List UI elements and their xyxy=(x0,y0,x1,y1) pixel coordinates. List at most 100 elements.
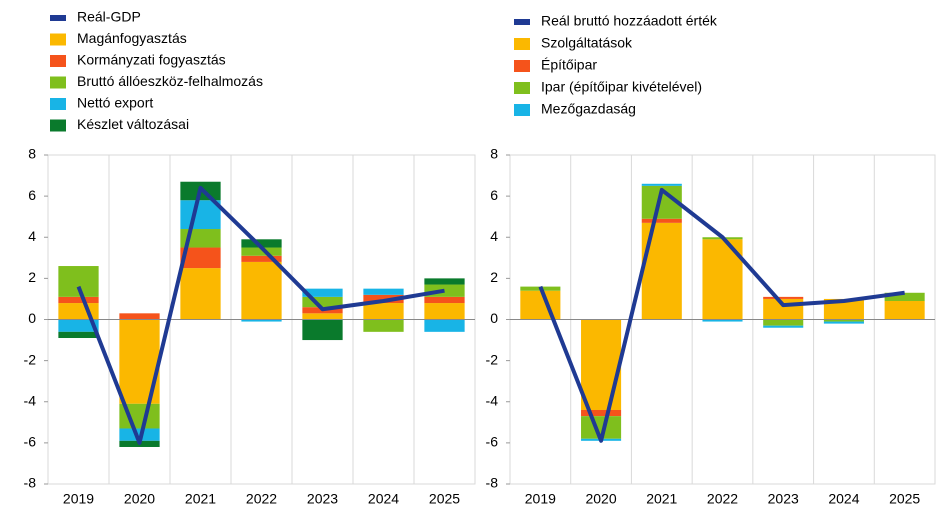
legend-marker xyxy=(50,55,66,67)
y-tick-label: 4 xyxy=(28,228,36,244)
legend-marker xyxy=(514,38,530,50)
bar-segment xyxy=(363,319,404,332)
bar-segment xyxy=(641,222,682,320)
bar-segment xyxy=(702,319,743,322)
legend-label: Magánfogyasztás xyxy=(77,30,187,46)
x-tick-label: 2025 xyxy=(889,491,920,507)
bar-segment xyxy=(581,319,622,410)
bar-segment xyxy=(302,313,343,320)
y-tick-label: -6 xyxy=(24,434,37,450)
legend-marker xyxy=(50,76,66,89)
bar-segment xyxy=(823,321,864,324)
y-tick-label: 0 xyxy=(490,310,498,326)
x-tick-label: 2021 xyxy=(185,491,216,507)
x-tick-label: 2023 xyxy=(307,491,338,507)
bar-segment xyxy=(363,294,404,304)
bar-segment xyxy=(363,303,404,320)
legend-marker xyxy=(50,33,66,46)
legend-marker xyxy=(514,104,530,116)
legend-label: Építőipar xyxy=(541,57,597,73)
bar-segment xyxy=(302,319,343,341)
bar-segment xyxy=(520,290,561,320)
bar-segment xyxy=(58,296,99,304)
bar-segment xyxy=(58,319,99,332)
bar-segment xyxy=(180,200,221,230)
y-tick-label: -2 xyxy=(24,351,37,367)
bar-segment xyxy=(363,288,404,295)
x-tick-label: 2019 xyxy=(525,491,556,507)
bar-segment xyxy=(424,278,465,285)
bar-segment xyxy=(58,266,99,297)
legend-marker xyxy=(514,82,530,94)
bar-segment xyxy=(641,218,682,223)
bar-segment xyxy=(241,255,282,262)
x-tick-label: 2019 xyxy=(63,491,94,507)
x-tick-label: 2020 xyxy=(124,491,155,507)
bar-segment xyxy=(763,319,804,326)
legend-label: Reál bruttó hozzáadott érték xyxy=(541,13,718,29)
bar-segment xyxy=(581,416,622,439)
x-tick-label: 2025 xyxy=(429,491,460,507)
bar-segment xyxy=(241,319,282,322)
bar-segment xyxy=(424,303,465,320)
bar-segment xyxy=(581,409,622,417)
bar-segment xyxy=(823,319,864,322)
x-tick-label: 2021 xyxy=(646,491,677,507)
legend-marker xyxy=(50,98,66,110)
x-tick-label: 2022 xyxy=(707,491,738,507)
y-tick-label: -4 xyxy=(486,392,499,408)
y-tick-label: 6 xyxy=(490,187,498,203)
line xyxy=(538,187,905,443)
legend-label: Szolgáltatások xyxy=(541,35,633,51)
legend-marker xyxy=(50,119,66,132)
y-tick-label: -6 xyxy=(486,434,499,450)
bar-segment xyxy=(884,300,925,320)
bar-segment xyxy=(424,319,465,332)
legend-marker xyxy=(514,60,530,72)
y-tick-label: -8 xyxy=(486,475,499,491)
bar-segment xyxy=(241,239,282,248)
bar-segment xyxy=(302,296,343,308)
legend-label: Kormányzati fogyasztás xyxy=(77,52,226,68)
y-tick-label: -4 xyxy=(24,392,37,408)
legend-label: Mezőgazdaság xyxy=(541,101,636,117)
legend-line-marker xyxy=(514,19,530,25)
bar-segment xyxy=(302,288,343,297)
bar-segment xyxy=(763,325,804,328)
y-tick-label: 2 xyxy=(490,269,498,285)
line xyxy=(76,185,445,445)
bar-segment xyxy=(58,303,99,320)
bar-segment xyxy=(884,292,925,301)
x-tick-label: 2020 xyxy=(585,491,616,507)
y-tick-label: 0 xyxy=(28,310,36,326)
bar-segment xyxy=(58,331,99,339)
x-tick-label: 2023 xyxy=(768,491,799,507)
bar-segment xyxy=(763,298,804,320)
bar-segment xyxy=(823,298,864,320)
legend-label: Készlet változásai xyxy=(77,116,189,132)
y-tick-label: 6 xyxy=(28,187,36,203)
legend-label: Ipar (építőipar kivételével) xyxy=(541,79,702,95)
x-tick-label: 2024 xyxy=(368,491,399,507)
bar-segment xyxy=(241,261,282,320)
x-tick-label: 2024 xyxy=(828,491,859,507)
bar-segment xyxy=(180,268,221,320)
y-tick-label: 8 xyxy=(28,146,36,162)
x-tick-label: 2022 xyxy=(246,491,277,507)
legend-line-marker xyxy=(50,15,66,21)
legend-label: Bruttó állóeszköz-felhalmozás xyxy=(77,73,263,89)
y-tick-label: -8 xyxy=(24,475,37,491)
bar-segment xyxy=(641,183,682,186)
legend-label: Nettó export xyxy=(77,95,153,111)
bar-segment xyxy=(241,247,282,256)
y-tick-label: 2 xyxy=(28,269,36,285)
bar-segment xyxy=(180,247,221,269)
bar-segment xyxy=(763,296,804,299)
legend-label: Reál-GDP xyxy=(77,9,141,25)
bar-segment xyxy=(424,296,465,304)
y-tick-label: 4 xyxy=(490,228,498,244)
bar-segment xyxy=(119,313,160,320)
y-tick-label: -2 xyxy=(486,351,499,367)
y-tick-label: 8 xyxy=(490,146,498,162)
